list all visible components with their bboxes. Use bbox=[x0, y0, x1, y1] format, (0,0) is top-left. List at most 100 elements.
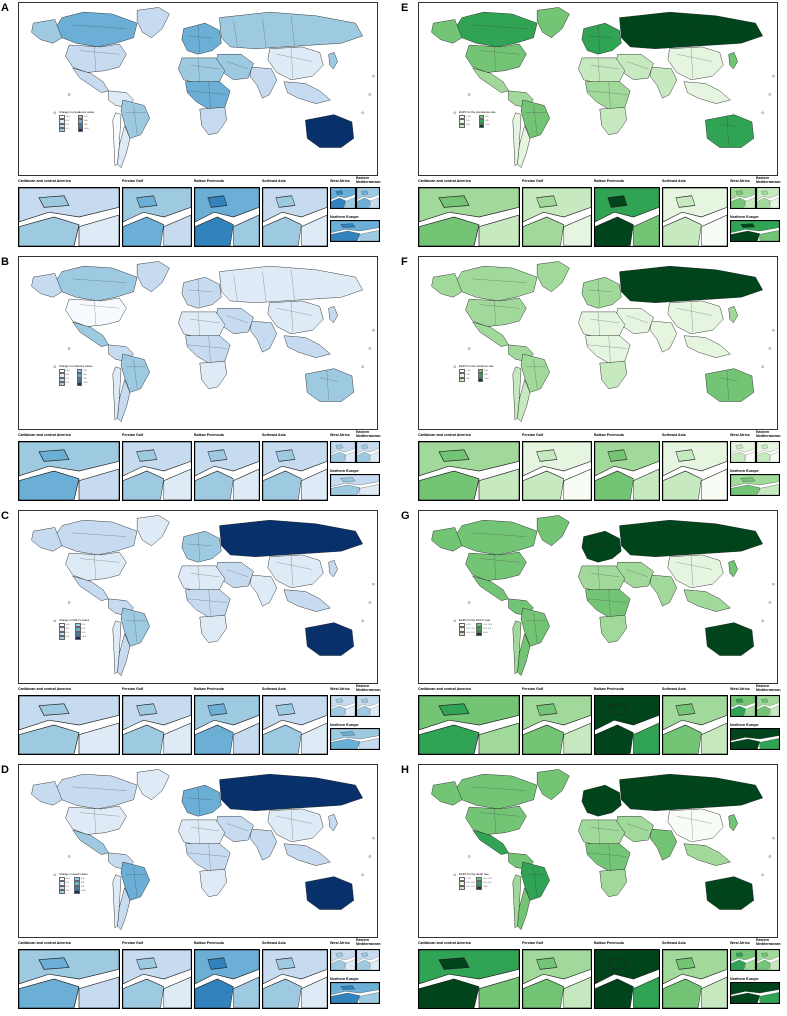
inset-region bbox=[331, 705, 346, 716]
legend-title: Change in death cases bbox=[59, 872, 88, 876]
legend-label: 0.3- bbox=[80, 877, 85, 880]
legend-item: >0.6 bbox=[76, 381, 93, 386]
country-border bbox=[226, 569, 249, 577]
legend-item: >1.0 bbox=[478, 123, 496, 128]
legend-item: <-1.0 bbox=[459, 369, 476, 374]
inset-map bbox=[662, 949, 728, 1009]
country-border bbox=[276, 54, 313, 62]
region-na bbox=[31, 19, 63, 44]
inset-region bbox=[759, 230, 779, 241]
region-afc bbox=[585, 589, 631, 618]
country-border bbox=[226, 61, 249, 69]
country-border bbox=[690, 555, 693, 587]
inset-map bbox=[594, 187, 660, 247]
inset-region bbox=[595, 978, 634, 1008]
legend-label: <0.0 bbox=[65, 623, 70, 626]
legend-label: 0.5- bbox=[485, 119, 489, 122]
legend: Change in prevalence cases <0.0 0.3- 0.0- 0.… bbox=[59, 110, 95, 132]
panel-letter: G bbox=[401, 510, 410, 522]
island bbox=[372, 328, 375, 332]
country-border bbox=[590, 573, 620, 577]
country-border bbox=[719, 377, 738, 382]
country-border bbox=[319, 123, 338, 128]
country-border bbox=[626, 315, 649, 323]
inset-region bbox=[701, 722, 727, 754]
country-border bbox=[719, 123, 738, 128]
inset-region bbox=[361, 952, 369, 957]
inset-title: Sotheast Asia bbox=[262, 687, 286, 691]
island bbox=[53, 111, 56, 114]
country-border bbox=[197, 24, 200, 53]
legend-label: -0.5- 0.0 bbox=[483, 881, 492, 884]
island bbox=[372, 582, 375, 586]
inset-region bbox=[731, 705, 746, 716]
inset-region bbox=[195, 978, 234, 1008]
island bbox=[67, 855, 71, 858]
region-chl bbox=[512, 112, 522, 167]
inset-map bbox=[18, 695, 120, 755]
inset-title: Persian Gulf bbox=[122, 941, 144, 945]
country-border bbox=[494, 46, 497, 72]
inset-region bbox=[78, 722, 119, 754]
region-chl bbox=[112, 366, 122, 421]
region-aus bbox=[305, 368, 354, 402]
legend-swatch bbox=[75, 635, 81, 640]
legend-item: <-2.5 bbox=[459, 623, 474, 628]
inset-title: Caribbean and central America bbox=[18, 433, 71, 437]
region-can bbox=[54, 519, 138, 556]
country-border bbox=[608, 843, 611, 872]
legend-swatch bbox=[459, 115, 465, 120]
inset-title: West Africa bbox=[730, 433, 750, 437]
country-border bbox=[276, 308, 313, 316]
inset-region bbox=[735, 190, 744, 195]
world-map-svg bbox=[31, 261, 375, 423]
region-jpn bbox=[728, 52, 738, 70]
country-border bbox=[626, 569, 649, 577]
country-border bbox=[726, 370, 729, 400]
panel-letter: A bbox=[1, 2, 9, 14]
country-border bbox=[79, 812, 120, 817]
legend: EAPC for the DALYs rate <-2.5 -1.0- -0.5 -2… bbox=[459, 618, 492, 636]
inset-region bbox=[370, 705, 379, 716]
map-panel-f: F EAPC for the incidence rate <-1.0 0.0- -1.… bbox=[401, 256, 781, 508]
world-map-svg bbox=[31, 769, 375, 931]
inset-region bbox=[478, 976, 519, 1008]
legend-item: >0.6 bbox=[74, 889, 87, 894]
region-rus bbox=[219, 11, 363, 49]
legend-item: 0.4- bbox=[77, 119, 95, 124]
legend-swatch bbox=[74, 885, 80, 890]
legend-item: -1.0- bbox=[459, 119, 477, 124]
island bbox=[768, 601, 772, 604]
country-border bbox=[197, 278, 200, 307]
region-sea bbox=[283, 843, 331, 866]
legend-label: 0.2- bbox=[65, 128, 70, 131]
country-border bbox=[79, 304, 120, 309]
region-eur bbox=[181, 530, 222, 563]
inset-title: Balkan Peninsula bbox=[594, 687, 624, 691]
inset-region bbox=[361, 444, 369, 449]
region-gre bbox=[136, 769, 170, 801]
region-sea bbox=[283, 589, 331, 612]
region-jpn bbox=[328, 306, 338, 324]
inset-region bbox=[607, 195, 628, 208]
region-gre bbox=[536, 769, 570, 801]
legend-swatch bbox=[75, 623, 81, 628]
region-ind bbox=[249, 574, 278, 607]
inset-title: Eastern Mediterranean bbox=[756, 938, 781, 946]
inset-region bbox=[675, 449, 696, 462]
region-afc bbox=[585, 843, 631, 872]
region-bra bbox=[120, 861, 150, 901]
island bbox=[768, 855, 772, 858]
country-border bbox=[326, 878, 329, 908]
inset-region bbox=[759, 738, 779, 749]
island bbox=[761, 873, 764, 876]
region-afc bbox=[585, 81, 631, 110]
island bbox=[67, 601, 71, 604]
legend-swatch bbox=[77, 123, 84, 128]
inset-map bbox=[262, 695, 328, 755]
legend-swatch bbox=[59, 627, 65, 632]
legend-label: -1.0- -0.5 bbox=[483, 877, 492, 880]
island bbox=[453, 365, 456, 368]
region-chn bbox=[667, 46, 724, 81]
legend-swatch bbox=[59, 123, 65, 128]
